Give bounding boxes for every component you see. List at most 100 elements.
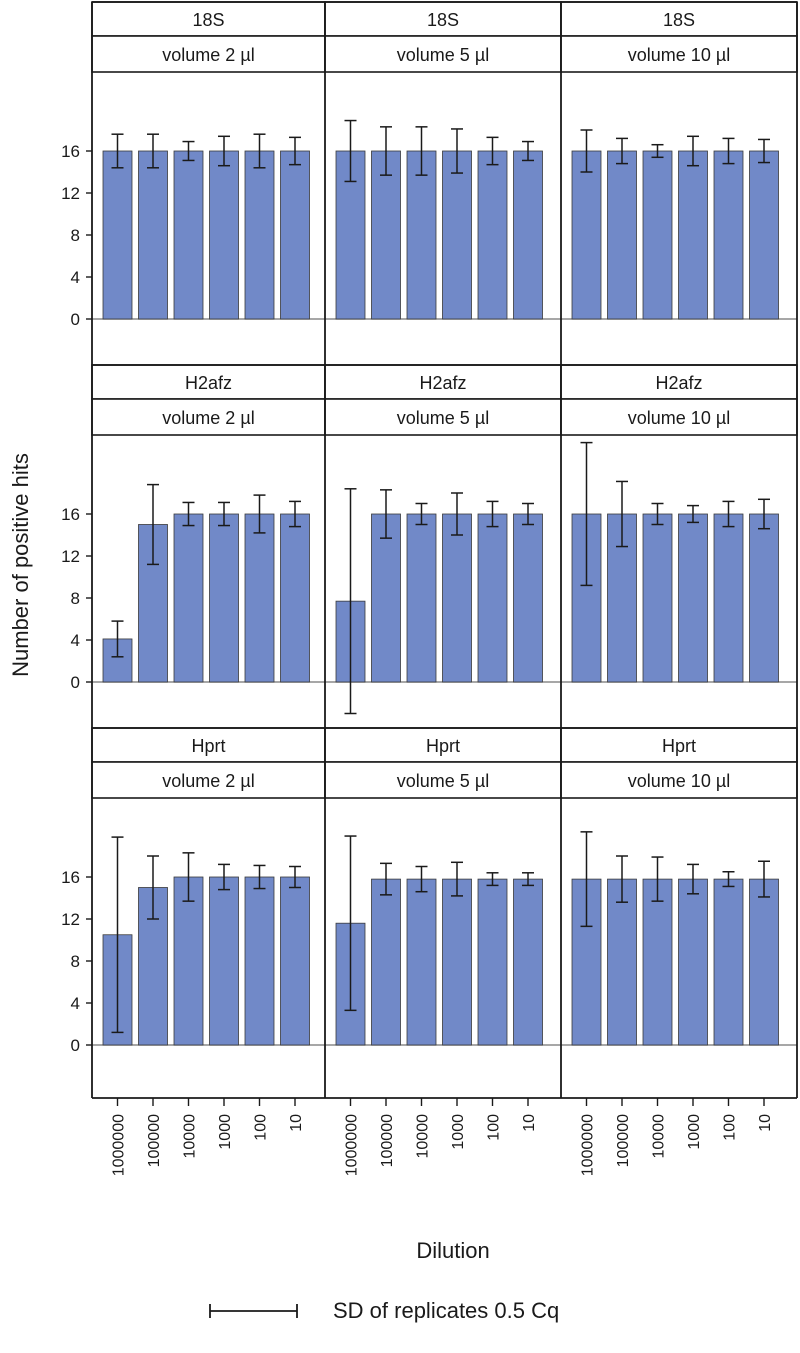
x-tick-label: 100 (253, 1114, 270, 1141)
x-tick-label: 10000 (182, 1114, 199, 1159)
x-tick-label: 1000000 (344, 1114, 361, 1176)
x-tick-label: 10 (521, 1114, 538, 1132)
bar (442, 513, 472, 683)
bar (513, 513, 543, 683)
bar (244, 876, 275, 1046)
y-tick-label: 16 (61, 505, 80, 524)
bar (749, 878, 779, 1046)
y-tick-label: 16 (61, 868, 80, 887)
x-tick-label: 1000 (686, 1114, 703, 1150)
gene-label: 18S (663, 10, 695, 30)
y-tick-label: 12 (61, 184, 80, 203)
bar (138, 150, 168, 320)
gene-label: H2afz (185, 373, 232, 393)
bar (102, 150, 133, 320)
volume-strip (560, 35, 798, 73)
x-tick-label: 1000000 (580, 1114, 597, 1176)
bar (713, 513, 744, 683)
y-tick-label: 8 (71, 226, 80, 245)
bar (477, 878, 508, 1046)
x-tick-label: 100 (486, 1114, 503, 1141)
bar (642, 878, 673, 1046)
y-tick-label: 12 (61, 547, 80, 566)
gene-label: Hprt (426, 736, 460, 756)
bar (244, 150, 275, 320)
bar (713, 878, 744, 1046)
volume-strip (91, 35, 326, 73)
bar (335, 150, 366, 320)
bar (642, 150, 673, 320)
x-tick-label: 100000 (379, 1114, 396, 1167)
y-tick-label: 8 (71, 952, 80, 971)
y-tick-label: 0 (71, 673, 80, 692)
bar (442, 878, 472, 1046)
bar (442, 150, 472, 320)
volume-label: volume 5 µl (397, 771, 489, 791)
bar (477, 513, 508, 683)
x-tick-label: 1000000 (111, 1114, 128, 1176)
gene-label: Hprt (662, 736, 696, 756)
bar (280, 876, 310, 1046)
volume-label: volume 5 µl (397, 45, 489, 65)
x-tick-label: 100000 (146, 1114, 163, 1167)
x-tick-label: 10 (757, 1114, 774, 1132)
gene-strip (324, 1, 562, 37)
bar (678, 878, 708, 1046)
bar (371, 878, 401, 1046)
y-tick-label: 16 (61, 142, 80, 161)
y-axis-title: Number of positive hits (8, 453, 33, 677)
gene-label: H2afz (419, 373, 466, 393)
gene-strip (91, 364, 326, 400)
volume-strip (324, 35, 562, 73)
x-tick-label: 1000 (450, 1114, 467, 1150)
bar (209, 876, 239, 1046)
x-tick-label: 100 (722, 1114, 739, 1141)
bar (173, 513, 204, 683)
y-tick-label: 8 (71, 589, 80, 608)
volume-label: volume 5 µl (397, 408, 489, 428)
x-tick-label: 100000 (615, 1114, 632, 1167)
volume-label: volume 10 µl (628, 408, 730, 428)
y-tick-label: 4 (71, 994, 80, 1013)
bar (371, 150, 401, 320)
bar (607, 878, 637, 1046)
bar (678, 150, 708, 320)
bar (244, 513, 275, 683)
bar (642, 513, 673, 683)
gene-label: 18S (427, 10, 459, 30)
bar (513, 150, 543, 320)
bar (678, 513, 708, 683)
volume-label: volume 2 µl (162, 45, 254, 65)
x-axis-title: Dilution (416, 1238, 489, 1263)
bar (749, 150, 779, 320)
bar (209, 150, 239, 320)
x-tick-label: 10 (288, 1114, 305, 1132)
bar (607, 150, 637, 320)
bar (280, 150, 310, 320)
gene-label: 18S (192, 10, 224, 30)
y-tick-label: 4 (71, 631, 80, 650)
y-tick-label: 4 (71, 268, 80, 287)
bar (406, 878, 437, 1046)
volume-strip (324, 761, 562, 799)
y-tick-label: 0 (71, 310, 80, 329)
legend-label: SD of replicates 0.5 Cq (333, 1298, 559, 1323)
bar (406, 513, 437, 683)
gene-label: Hprt (191, 736, 225, 756)
bar (280, 513, 310, 683)
gene-label: H2afz (655, 373, 702, 393)
bar (571, 150, 602, 320)
bar (173, 876, 204, 1046)
volume-label: volume 10 µl (628, 45, 730, 65)
volume-strip (560, 761, 798, 799)
bar (209, 513, 239, 683)
x-tick-label: 1000 (217, 1114, 234, 1150)
y-tick-label: 0 (71, 1036, 80, 1055)
x-tick-label: 10000 (415, 1114, 432, 1159)
volume-label: volume 2 µl (162, 408, 254, 428)
y-tick-label: 12 (61, 910, 80, 929)
bar (713, 150, 744, 320)
volume-label: volume 2 µl (162, 771, 254, 791)
bar (749, 513, 779, 683)
